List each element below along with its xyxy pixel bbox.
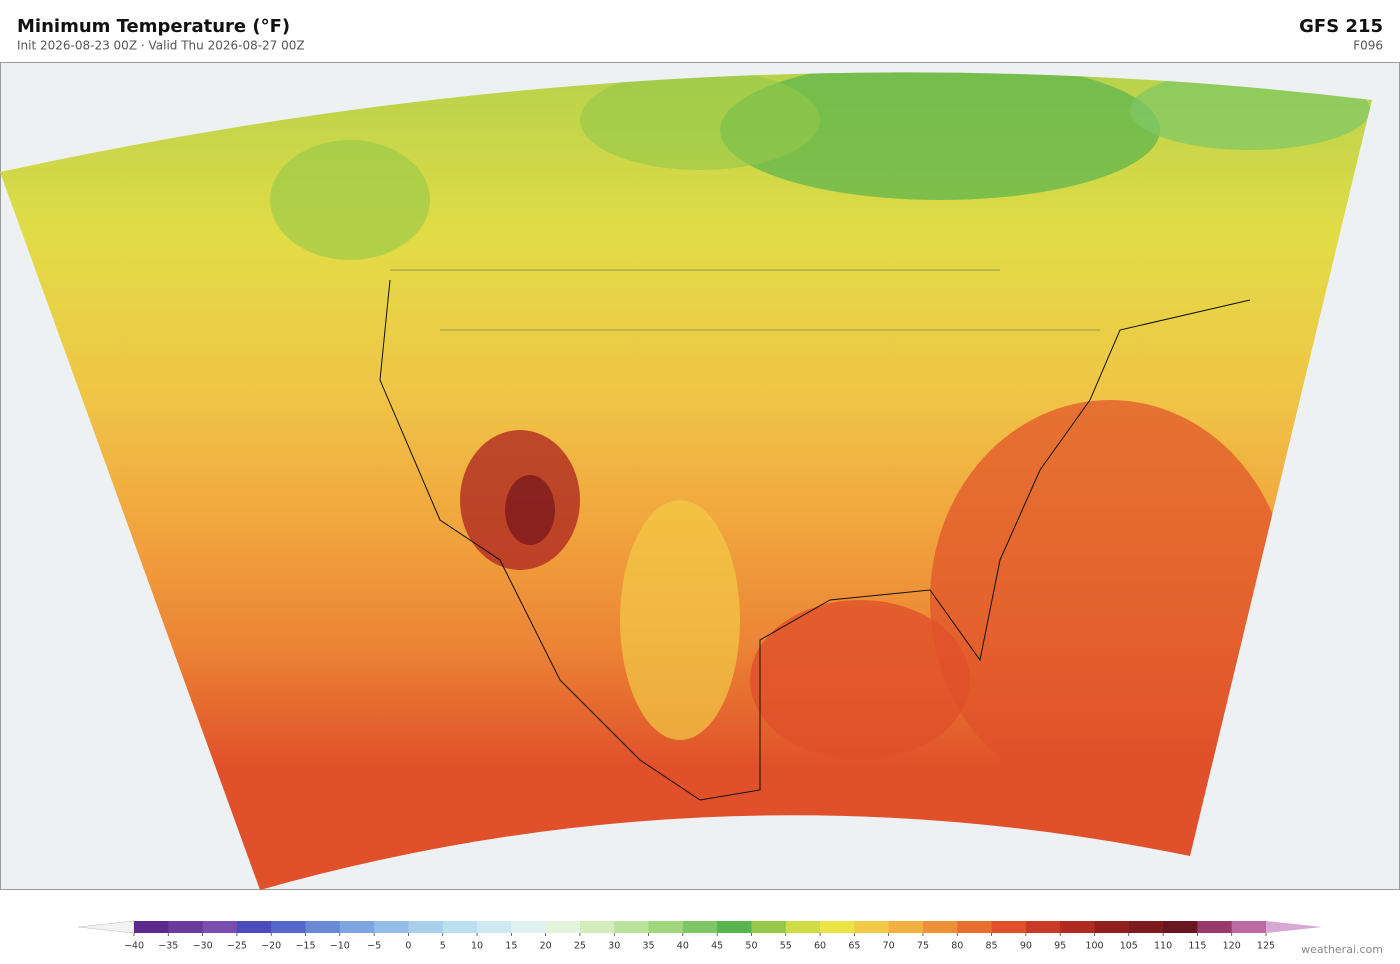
colorbar-tick-label: 85	[986, 941, 998, 952]
colorbar-tick-label: 5	[440, 941, 446, 952]
colorbar-swatch	[957, 921, 993, 933]
colorbar-over	[1266, 921, 1322, 933]
colorbar-tick-label: 10	[471, 941, 483, 952]
colorbar-swatch	[888, 921, 924, 933]
colorbar-tick-label: 120	[1223, 941, 1241, 952]
colorbar-swatch	[751, 921, 787, 933]
colorbar-tick-label: −25	[227, 941, 247, 952]
colorbar-swatch	[477, 921, 512, 933]
colorbar-swatch	[682, 921, 718, 933]
colorbar-swatch	[1060, 921, 1095, 933]
colorbar-swatch	[134, 921, 169, 933]
colorbar-swatch	[922, 921, 958, 933]
colorbar-tick-label: −35	[158, 941, 178, 952]
colorbar-tick-label: 70	[883, 941, 895, 952]
colorbar-swatch	[1128, 921, 1164, 933]
colorbar-tick-label: −20	[261, 941, 281, 952]
colorbar-tick-label: 115	[1188, 941, 1206, 952]
colorbar-tick-label: 65	[848, 941, 860, 952]
colorbar-tick-label: 110	[1154, 941, 1172, 952]
colorbar-tick-label: 75	[917, 941, 929, 952]
colorbar-tick-label: −15	[295, 941, 315, 952]
coastline	[379, 279, 1251, 801]
colorbar-tick-label: 95	[1054, 941, 1066, 952]
colorbar-swatch	[579, 921, 615, 933]
colorbar-swatch	[1094, 921, 1130, 933]
colorbar-swatch	[785, 921, 821, 933]
colorbar-tick-label: 50	[745, 941, 757, 952]
colorbar-tick-label: −40	[124, 941, 144, 952]
colorbar-under	[77, 920, 135, 934]
colorbar-swatch	[717, 921, 752, 933]
colorbar-tick-label: −30	[193, 941, 213, 952]
colorbar-tick-label: 80	[951, 941, 963, 952]
colorbar-tick-label: 25	[574, 941, 586, 952]
colorbar-swatch	[236, 921, 272, 933]
colorbar-swatch	[168, 921, 204, 933]
colorbar-swatch	[991, 921, 1027, 933]
colorbar-swatch	[545, 921, 581, 933]
colorbar-swatch	[1231, 921, 1267, 933]
colorbar-tick-label: 30	[608, 941, 620, 952]
colorbar-tick-label: 15	[505, 941, 517, 952]
colorbar-swatch	[305, 921, 341, 933]
colorbar-tick-label: 105	[1120, 941, 1138, 952]
colorbar-swatch	[1025, 921, 1061, 933]
colorbar-tick-label: −5	[367, 941, 381, 952]
colorbar-swatch	[1163, 921, 1198, 933]
field-features	[270, 72, 1370, 800]
colorbar-tick-label: −10	[330, 941, 350, 952]
colorbar-swatch	[648, 921, 684, 933]
credit: weatherai.com	[1301, 943, 1383, 956]
colorbar-swatch	[271, 921, 307, 933]
subtitle: Init 2026-08-23 00Z · Valid Thu 2026-08-…	[17, 39, 305, 53]
model-label: GFS 215	[1299, 16, 1383, 37]
colorbar-tick-label: 20	[540, 941, 552, 952]
forecast-hour: F096	[1353, 39, 1383, 53]
colorbar-tick-label: 90	[1020, 941, 1032, 952]
colorbar-swatch	[339, 921, 375, 933]
colorbar-tick-label: 55	[780, 941, 792, 952]
borders	[390, 269, 1100, 331]
colorbar-tick-label: 45	[711, 941, 723, 952]
colorbar-tick-label: 125	[1257, 941, 1275, 952]
colorbar-swatch	[202, 921, 238, 933]
colorbar-tick-label: 60	[814, 941, 826, 952]
colorbar-swatch	[511, 921, 547, 933]
colorbar-swatch	[820, 921, 855, 933]
colorbar-tick-label: 35	[642, 941, 654, 952]
colorbar-swatch	[408, 921, 444, 933]
map	[0, 62, 1400, 890]
colorbar-swatch	[614, 921, 650, 933]
colorbar-swatch	[374, 921, 409, 933]
colorbar-tick-label: 100	[1085, 941, 1103, 952]
title: Minimum Temperature (°F)	[17, 16, 290, 37]
colorbar-tick-label: 40	[677, 941, 689, 952]
colorbar-tick-label: 0	[405, 941, 411, 952]
colorbar-swatch	[442, 921, 478, 933]
colorbar-swatch	[1197, 921, 1233, 933]
colorbar: −40 −35 −30 −25 −20 −15 −10 −5 0 5 10 15 20 25 30 35 40 4…	[77, 920, 1322, 952]
colorbar-swatch	[854, 921, 890, 933]
